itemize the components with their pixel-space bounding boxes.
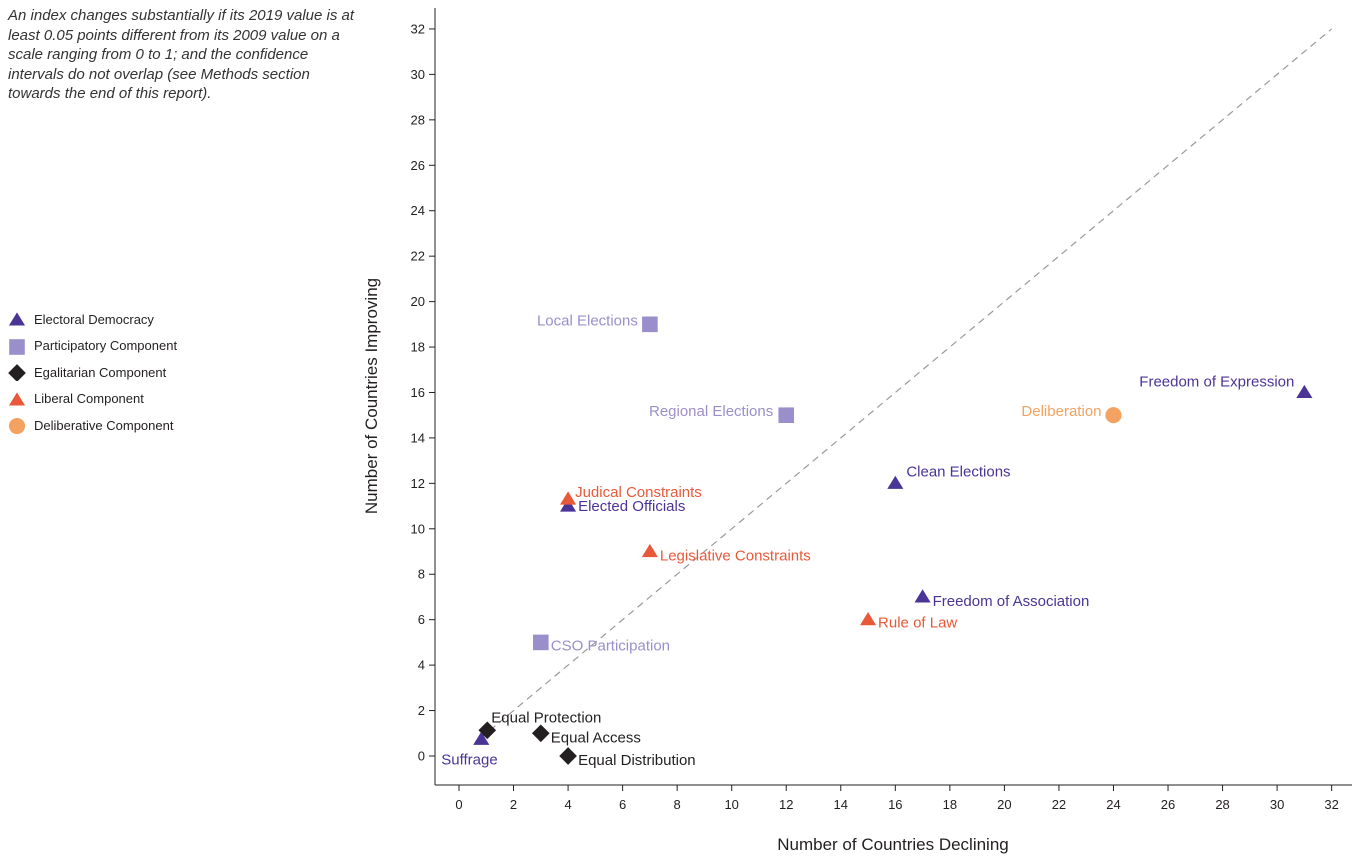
- triangle-marker-icon: [8, 312, 26, 326]
- legend-item-electoral-democracy: Electoral Democracy: [8, 306, 177, 333]
- point-suffrage: [473, 731, 490, 745]
- y-tick-label: 22: [411, 249, 425, 264]
- x-tick-label: 0: [455, 797, 462, 812]
- label-local-elections: Local Elections: [537, 312, 638, 329]
- x-tick-label: 6: [619, 797, 626, 812]
- x-tick-label: 8: [674, 797, 681, 812]
- x-tick-label: 28: [1215, 797, 1229, 812]
- x-tick-label: 24: [1106, 797, 1120, 812]
- x-tick-label: 16: [888, 797, 902, 812]
- legend-item-liberal-component: Liberal Component: [8, 386, 177, 413]
- y-tick-label: 16: [411, 385, 425, 400]
- label-equal-distribution: Equal Distribution: [578, 752, 696, 769]
- legend-swatch: [8, 392, 26, 406]
- y-tick-label: 14: [411, 430, 425, 445]
- y-tick-label: 18: [411, 340, 425, 355]
- x-tick-label: 18: [943, 797, 957, 812]
- label-freedom-of-expression: Freedom of Expression: [1139, 373, 1294, 390]
- point-freedom-of-expression: [1296, 384, 1313, 399]
- legend-label: Deliberative Component: [34, 417, 174, 433]
- label-elected-officials: Elected Officials: [578, 498, 685, 515]
- label-rule-of-law: Rule of Law: [878, 615, 957, 632]
- diamond-marker-icon: [8, 364, 26, 382]
- y-tick-label: 30: [411, 67, 425, 82]
- x-tick-label: 32: [1324, 797, 1338, 812]
- point-clean-elections: [887, 475, 904, 489]
- point-equal-distribution: [559, 747, 577, 765]
- label-equal-protection: Equal Protection: [491, 709, 601, 726]
- point-local-elections: [642, 316, 658, 333]
- y-tick-label: 6: [418, 612, 425, 627]
- y-axis-label: Number of Countries Improving: [362, 278, 381, 514]
- label-suffrage: Suffrage: [441, 751, 497, 768]
- methodology-note: An index changes substantially if its 20…: [8, 7, 355, 102]
- y-tick-label: 26: [411, 158, 425, 173]
- point-labels: Freedom of Expression Clean Elections Elec…: [441, 312, 1294, 769]
- legend-swatch: [9, 338, 25, 355]
- point-equal-protection: [478, 721, 497, 740]
- label-legislative-constraints: Legislative Constraints: [660, 548, 811, 565]
- y-tick-label: 4: [418, 658, 425, 673]
- triangle-marker-icon: [8, 392, 26, 406]
- y-tick-label: 12: [411, 476, 425, 491]
- label-regional-elections: Regional Elections: [649, 403, 773, 420]
- point-regional-elections: [778, 407, 795, 423]
- x-tick-label: 22: [1052, 797, 1066, 812]
- point-legislative-constraints: [641, 543, 658, 558]
- y-tick-label: 2: [418, 703, 425, 718]
- legend-item-participatory-component: Participatory Component: [8, 333, 177, 360]
- legend-label: Participatory Component: [34, 338, 178, 354]
- label-judical-constraints: Judical Constraints: [575, 484, 702, 501]
- y-tick-label: 0: [418, 749, 425, 764]
- y-tick-label: 32: [411, 21, 425, 36]
- point-deliberation: [1105, 407, 1122, 424]
- label-equal-access: Equal Access: [551, 729, 641, 746]
- x-tick-label: 10: [724, 797, 738, 812]
- x-tick-label: 12: [779, 797, 793, 812]
- label-clean-elections: Clean Elections: [906, 463, 1010, 480]
- point-judical-constraints: [560, 491, 577, 505]
- circle-marker-icon: [8, 418, 26, 435]
- reference-line: [480, 28, 1333, 739]
- data-points: [473, 316, 1313, 765]
- x-tick-label: 20: [997, 797, 1011, 812]
- x-tick-label: 14: [834, 797, 848, 812]
- x-tick-label: 4: [564, 797, 571, 812]
- y-tick-label: 20: [411, 294, 425, 309]
- label-deliberation: Deliberation: [1021, 403, 1101, 420]
- x-tick-label: 26: [1161, 797, 1175, 812]
- point-equal-access: [531, 724, 550, 743]
- legend-label: Egalitarian Component: [34, 364, 167, 380]
- legend-item-deliberative-component: Deliberative Component: [8, 412, 177, 439]
- reference-line-group: [480, 28, 1333, 739]
- legend: Electoral Democracy Participatory Compone…: [8, 306, 177, 439]
- legend-swatch: [8, 418, 26, 435]
- square-marker-icon: [9, 338, 25, 355]
- y-tick-label: 10: [411, 521, 425, 536]
- legend-swatch: [8, 312, 26, 326]
- point-cso-participation: [533, 634, 549, 651]
- label-freedom-of-association: Freedom of Association: [933, 593, 1090, 610]
- point-elected-officials: [560, 498, 577, 512]
- y-tick-label: 28: [411, 112, 425, 127]
- x-tick-label: 30: [1270, 797, 1284, 812]
- x-tick-label: 2: [510, 797, 517, 812]
- x-axis-label: Number of Countries Declining: [777, 835, 1009, 854]
- y-tick-label: 8: [418, 567, 425, 582]
- point-rule-of-law: [859, 612, 877, 626]
- legend-label: Electoral Democracy: [34, 311, 154, 327]
- legend-label: Liberal Component: [34, 391, 144, 407]
- point-freedom-of-association: [914, 589, 931, 603]
- y-tick-label: 24: [411, 203, 425, 218]
- legend-item-egalitarian-component: Egalitarian Component: [8, 359, 177, 386]
- label-cso-participation: CSO Participation: [551, 637, 670, 654]
- legend-swatch: [8, 364, 26, 382]
